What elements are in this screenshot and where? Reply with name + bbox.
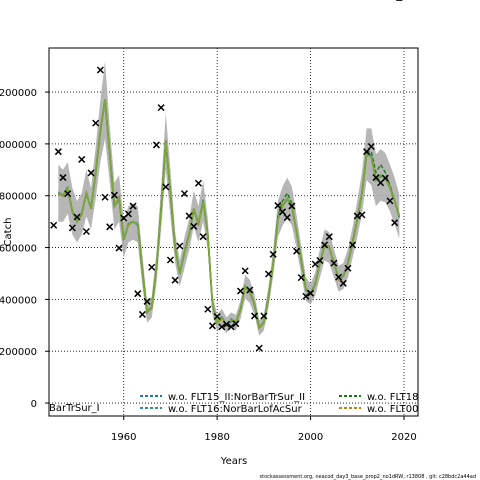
y-tick-label: 0 <box>31 399 37 410</box>
observed-point <box>241 267 249 275</box>
observed-point <box>246 286 254 294</box>
x-axis-title: Years <box>220 456 247 467</box>
y-tick-label: 1000000 <box>0 140 37 151</box>
y-tick-label: 600000 <box>0 244 37 255</box>
observed-point <box>344 264 352 272</box>
observed-point <box>367 142 375 151</box>
observed-point <box>157 104 165 112</box>
x-tick-label: 2020 <box>391 432 416 443</box>
observed-point <box>330 259 338 267</box>
observed-point <box>236 287 245 295</box>
observed-point <box>293 247 301 255</box>
observed-point <box>386 197 394 205</box>
observed-point <box>265 270 273 278</box>
legend-entry-3: w.o. FLT18 <box>339 392 419 403</box>
observed-point <box>124 210 132 218</box>
observed-point <box>391 219 399 227</box>
observed-point <box>73 213 81 221</box>
y-tick-label: 200000 <box>0 347 37 358</box>
observed-point <box>302 292 310 300</box>
observed-point <box>199 233 207 241</box>
x-tick-label: 2000 <box>298 432 323 443</box>
legend-label: w.o. FLT18 <box>367 392 419 403</box>
observed-point <box>204 305 212 313</box>
observed-point <box>194 179 202 187</box>
observed-point <box>138 310 146 318</box>
observed-point <box>64 190 72 198</box>
observed-point <box>381 174 389 182</box>
observed-point <box>115 244 123 252</box>
observed-point <box>68 224 76 232</box>
observed-point <box>307 289 315 297</box>
observed-point <box>106 223 114 231</box>
legend-label: w.o. FLT15_II:NorBarTrSur_II <box>168 392 305 403</box>
observed-point <box>316 256 324 265</box>
observed-point <box>101 193 109 201</box>
observed-point <box>349 241 357 249</box>
observed-point <box>279 208 287 216</box>
legend-label: w.o. FLT00 <box>367 404 419 415</box>
legend-clipped-label: BarTrSur_I <box>49 403 100 414</box>
x-tick-label: 1980 <box>204 432 229 443</box>
observed-point <box>208 322 217 330</box>
observed-point <box>190 222 198 230</box>
y-axis-title: Catch <box>3 218 14 247</box>
observed-point <box>96 66 104 74</box>
legend-entry-1: w.o. FLT15_II:NorBarTrSur_II <box>140 392 305 403</box>
observed-point <box>218 323 226 331</box>
observed-point <box>176 242 184 250</box>
observed-point <box>213 312 221 321</box>
observed-point <box>180 190 188 198</box>
legend-label: w.o. FLT16:NorBarLofAcSur <box>168 404 303 415</box>
observed-point <box>152 141 160 149</box>
x-axis-ticks: 1960 1980 2000 2020 <box>111 416 417 443</box>
y-axis-ticks: 0 200000 400000 600000 800000 1000000 1200000 <box>0 88 49 410</box>
observed-point <box>255 344 263 352</box>
footnote: stockassessment.org, neacod_day3_base_pr… <box>260 474 476 480</box>
legend-entry-2: w.o. FLT16:NorBarLofAcSur <box>140 404 303 415</box>
observed-point <box>59 174 67 182</box>
y-tick-label: 400000 <box>0 295 37 306</box>
observed-point <box>171 276 179 284</box>
y-tick-label: 1200000 <box>0 88 37 99</box>
observed-point <box>92 119 100 127</box>
observed-point <box>339 279 347 287</box>
observed-point <box>274 202 282 210</box>
x-tick-label: 1960 <box>111 432 136 443</box>
observed-point <box>82 227 90 236</box>
observed-point <box>129 202 137 210</box>
observed-point <box>134 290 142 298</box>
y-tick-label: 800000 <box>0 192 37 203</box>
observed-point <box>87 169 95 177</box>
legend: BarTrSur_I w.o. FLT15_II:NorBarTrSur_IIw… <box>49 392 419 415</box>
observed-point <box>250 312 259 320</box>
observed-point <box>288 202 296 210</box>
observed-point <box>232 320 240 328</box>
plot-frame <box>48 47 419 417</box>
observed-point <box>283 213 291 222</box>
observed-point <box>110 191 118 199</box>
observed-point <box>227 323 235 331</box>
observed-point <box>297 274 305 282</box>
observed-point <box>54 148 62 156</box>
observed-point <box>148 263 156 271</box>
observed-point <box>143 297 151 305</box>
observed-point <box>166 256 174 264</box>
observed-point <box>185 212 193 220</box>
observed-point <box>269 250 277 258</box>
observed-point <box>325 233 333 241</box>
observed-point <box>321 241 329 249</box>
observed-point <box>260 312 268 320</box>
observed-point <box>358 211 366 219</box>
observed-point <box>162 183 170 191</box>
legend-entry-4: w.o. FLT00 <box>339 404 419 415</box>
observed-point <box>335 273 343 281</box>
observed-point <box>222 320 231 328</box>
observed-point <box>50 221 58 229</box>
observed-point <box>78 155 86 163</box>
observed-points-group <box>50 0 403 352</box>
